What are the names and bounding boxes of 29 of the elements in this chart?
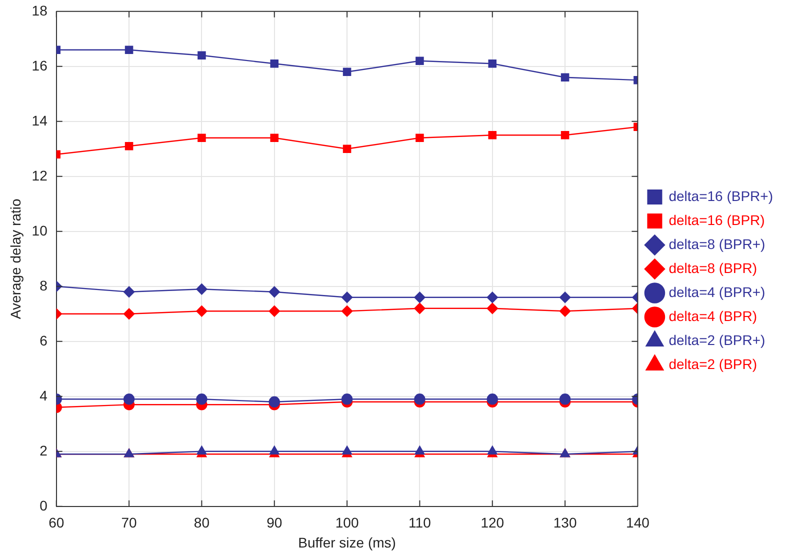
x-tick-label: 120: [480, 514, 504, 531]
x-tick-label: 130: [553, 514, 577, 531]
y-axis-title: Average delay ratio: [7, 198, 24, 320]
x-tick-label: 110: [408, 514, 432, 531]
legend-label: delta=4 (BPR): [668, 308, 758, 324]
y-tick-label: 10: [32, 222, 48, 238]
y-tick-label: 14: [32, 112, 48, 128]
y-tick-label: 0: [40, 497, 48, 514]
y-tick-label: 2: [40, 442, 48, 458]
x-tick-label: 70: [121, 514, 138, 531]
y-tick-label: 12: [32, 167, 48, 184]
legend-label: delta=2 (BPR): [668, 356, 758, 372]
x-tick-label: 100: [335, 514, 359, 531]
legend-label: delta=16 (BPR): [668, 212, 765, 228]
x-tick-label: 80: [194, 514, 210, 531]
y-tick-label: 18: [32, 2, 48, 18]
x-axis-title: Buffer size (ms): [298, 534, 396, 550]
legend-label: delta=8 (BPR+): [668, 236, 766, 252]
x-tick-label: 60: [48, 514, 64, 531]
legend-label: delta=4 (BPR+): [668, 284, 766, 300]
y-tick-label: 16: [32, 57, 48, 74]
y-tick-label: 6: [40, 332, 48, 348]
legend-label: delta=8 (BPR): [668, 260, 758, 276]
x-tick-label: 140: [626, 514, 650, 531]
legend-label: delta=16 (BPR+): [668, 188, 774, 204]
y-tick-label: 4: [40, 387, 48, 404]
y-tick-label: 8: [40, 277, 48, 294]
x-tick-label: 90: [266, 514, 282, 531]
legend-label: delta=2 (BPR+): [668, 332, 766, 348]
